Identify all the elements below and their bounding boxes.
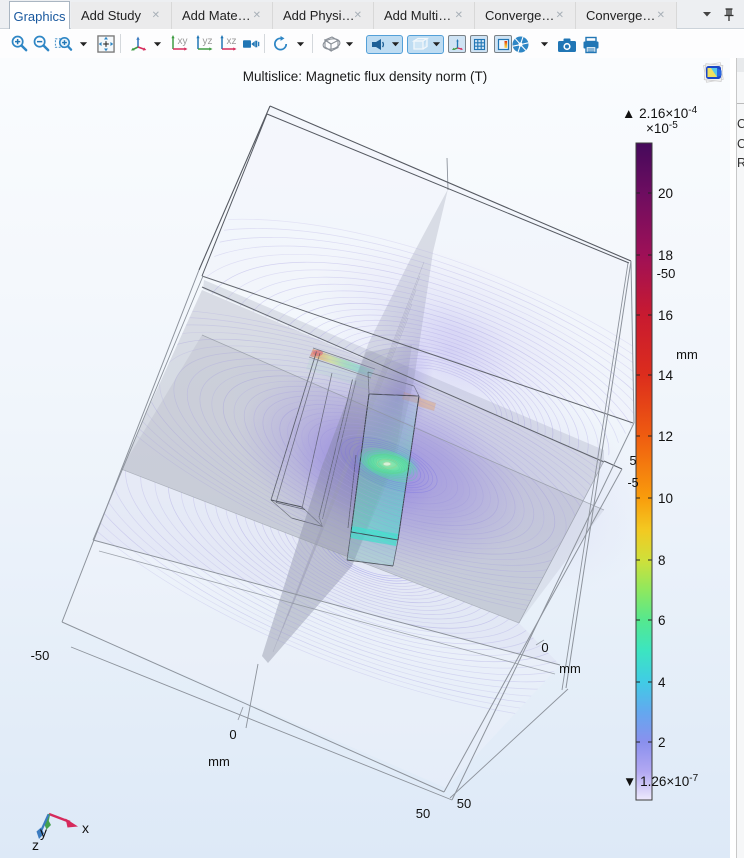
svg-text:16: 16 xyxy=(658,308,673,323)
svg-text:▲ 2.16×10-4: ▲ 2.16×10-4 xyxy=(622,105,698,121)
svg-text:0: 0 xyxy=(541,640,548,655)
svg-text:×10-5: ×10-5 xyxy=(646,120,678,136)
svg-text:xy: xy xyxy=(178,36,188,47)
svg-text:0: 0 xyxy=(229,727,236,742)
svg-text:50: 50 xyxy=(457,796,471,811)
svg-text:yz: yz xyxy=(203,36,213,47)
svg-text:20: 20 xyxy=(658,186,673,201)
svg-text:12: 12 xyxy=(658,429,673,444)
svg-text:50: 50 xyxy=(416,806,430,821)
svg-text:6: 6 xyxy=(658,613,666,628)
svg-text:18: 18 xyxy=(658,248,673,263)
svg-text:y: y xyxy=(40,824,47,840)
svg-text:-5: -5 xyxy=(627,476,638,490)
svg-text:10: 10 xyxy=(658,491,673,506)
svg-text:2: 2 xyxy=(658,735,666,750)
svg-text:-50: -50 xyxy=(31,648,50,663)
svg-text:xz: xz xyxy=(227,36,237,47)
svg-text:▼ 1.26×10-7: ▼ 1.26×10-7 xyxy=(623,773,699,789)
svg-text:14: 14 xyxy=(658,368,674,383)
svg-text:mm: mm xyxy=(208,754,230,769)
svg-text:x: x xyxy=(82,820,89,836)
svg-text:mm: mm xyxy=(559,661,581,676)
svg-text:z: z xyxy=(32,837,39,853)
svg-text:-50: -50 xyxy=(657,266,676,281)
svg-text:5: 5 xyxy=(630,454,637,468)
svg-text:mm: mm xyxy=(676,347,698,362)
svg-text:8: 8 xyxy=(658,553,666,568)
svg-text:4: 4 xyxy=(658,675,666,690)
